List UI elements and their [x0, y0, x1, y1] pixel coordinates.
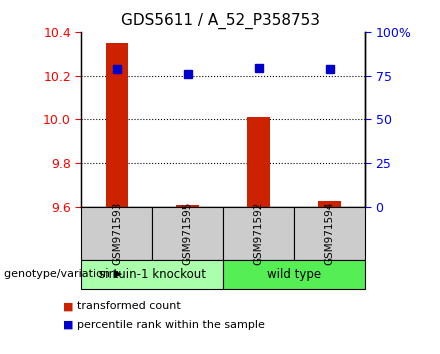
Text: GSM971595: GSM971595 — [183, 202, 193, 266]
Text: GDS5611 / A_52_P358753: GDS5611 / A_52_P358753 — [121, 12, 319, 29]
Bar — [247, 117, 270, 207]
Text: GSM971594: GSM971594 — [325, 202, 335, 266]
Bar — [319, 200, 341, 207]
Text: GSM971593: GSM971593 — [112, 202, 122, 266]
Bar — [106, 43, 128, 207]
Text: ■: ■ — [63, 301, 73, 311]
Text: GSM971592: GSM971592 — [254, 202, 264, 266]
Text: genotype/variation ▶: genotype/variation ▶ — [4, 269, 122, 279]
Bar — [176, 205, 199, 207]
Text: percentile rank within the sample: percentile rank within the sample — [77, 320, 265, 330]
Text: sirtuin-1 knockout: sirtuin-1 knockout — [99, 268, 206, 281]
Text: wild type: wild type — [267, 268, 321, 281]
Text: transformed count: transformed count — [77, 301, 181, 311]
Text: ■: ■ — [63, 320, 73, 330]
